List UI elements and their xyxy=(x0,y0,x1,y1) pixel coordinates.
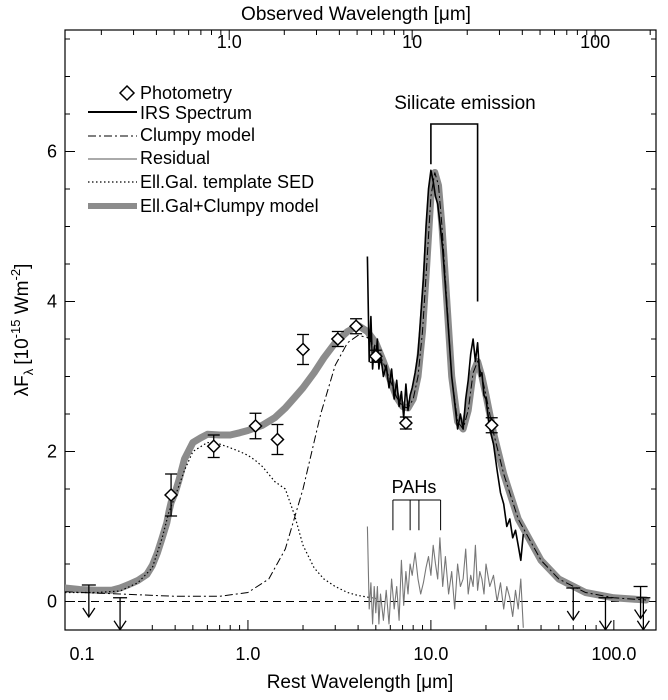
y-axis-title-sub: λ xyxy=(21,368,36,375)
clumpy-model-line xyxy=(65,172,647,601)
x-tick-label: 1.0 xyxy=(235,644,260,664)
legend-label: Clumpy model xyxy=(140,125,255,145)
x-axis-title-top: Observed Wavelength [μm] xyxy=(241,4,471,25)
y-axis-title-exp: -15 xyxy=(8,320,23,339)
plot-frame xyxy=(64,29,657,631)
legend-entry-residual: Residual xyxy=(88,148,210,168)
upper-limit-arrowhead xyxy=(113,620,127,630)
y-axis-title-main: λF xyxy=(12,375,33,396)
photometry-point xyxy=(484,418,499,433)
y-tick-labels: 0 2 4 6 xyxy=(47,142,57,612)
x-tick-label: 100.0 xyxy=(591,644,636,664)
x-tick-label: 10.0 xyxy=(413,644,448,664)
legend-label: Ell.Gal+Clumpy model xyxy=(140,196,319,216)
upper-limit-arrowhead xyxy=(634,609,648,620)
photometry-point xyxy=(295,342,311,357)
x-tick-label: 0.1 xyxy=(69,644,94,664)
legend-entry-ellgal-template: Ell.Gal. template SED xyxy=(88,172,314,192)
y-tick-label: 2 xyxy=(47,442,57,462)
ellgal-template-line xyxy=(65,441,376,600)
legend-label: Photometry xyxy=(140,83,232,103)
silicate-bracket xyxy=(430,123,479,302)
upper-limit-arrowhead xyxy=(636,620,650,630)
x-top-tick-label: 1.0 xyxy=(217,32,242,52)
irs-spectrum-line xyxy=(366,169,525,562)
legend-label: IRS Spectrum xyxy=(140,103,252,123)
ellgal-clumpy-model-line xyxy=(65,169,650,604)
plot-area xyxy=(65,169,656,630)
x-axis-title: Rest Wavelength [μm] xyxy=(267,672,454,693)
y-axis-title-units: [10 xyxy=(12,338,33,364)
legend: Photometry IRS Spectrum Clumpy model Res… xyxy=(88,83,319,216)
y-tick-label: 4 xyxy=(47,292,57,312)
legend-entry-photometry: Photometry xyxy=(118,83,232,103)
y-axis-title-units2: Wm xyxy=(12,280,33,319)
photometry-point xyxy=(368,349,383,364)
x-top-tick-label: 100 xyxy=(580,32,610,52)
upper-limit-arrows xyxy=(81,584,651,630)
photometry-point xyxy=(398,415,413,431)
legend-diamond-marker xyxy=(118,84,136,102)
legend-entry-ellgal-clumpy-model: Ell.Gal+Clumpy model xyxy=(88,196,319,216)
y-tick-label: 6 xyxy=(47,142,57,162)
silicate-bracket-line xyxy=(430,123,479,302)
x-tick-labels-top: 1.0 10 100 xyxy=(217,32,610,52)
upper-limit-arrowhead xyxy=(566,610,580,622)
axis-ticks xyxy=(64,30,656,630)
silicate-emission-label: Silicate emission xyxy=(394,93,536,114)
photometry-points xyxy=(164,318,499,517)
pah-label: PAHs xyxy=(392,477,437,497)
photometry-point xyxy=(349,319,364,334)
upper-limit-arrowhead xyxy=(598,620,613,630)
residual-line xyxy=(366,526,524,628)
photometry-point xyxy=(164,487,179,503)
photometry-point xyxy=(330,331,345,347)
legend-entry-irs-spectrum: IRS Spectrum xyxy=(88,103,252,123)
legend-label: Residual xyxy=(140,148,210,168)
photometry-point xyxy=(248,418,263,434)
upper-limit-arrowhead xyxy=(82,607,96,619)
pah-markers xyxy=(392,499,442,531)
photometry-point xyxy=(206,439,221,454)
x-tick-labels-bottom: 0.1 1.0 10.0 100.0 xyxy=(69,644,636,664)
x-top-tick-label: 10 xyxy=(402,32,422,52)
y-axis-title-close: ] xyxy=(12,264,33,269)
legend-label: Ell.Gal. template SED xyxy=(140,172,314,192)
y-axis-title-exp2: -2 xyxy=(8,269,23,281)
legend-entry-clumpy-model: Clumpy model xyxy=(88,125,255,145)
y-axis-title: λFλ [10-15 Wm-2] xyxy=(8,264,36,397)
y-tick-label: 0 xyxy=(47,592,57,612)
photometry-point xyxy=(270,432,285,447)
